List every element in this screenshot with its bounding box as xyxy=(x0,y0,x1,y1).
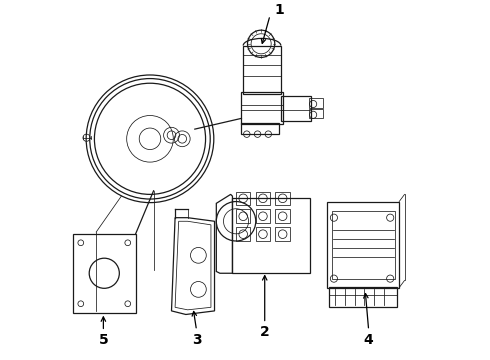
Bar xyxy=(236,228,250,241)
Bar xyxy=(236,192,250,205)
Bar xyxy=(309,109,323,118)
Bar xyxy=(275,228,290,241)
Bar xyxy=(281,96,311,121)
Bar xyxy=(332,211,395,279)
Bar xyxy=(232,198,310,273)
Bar xyxy=(242,123,279,134)
Text: 3: 3 xyxy=(192,333,201,347)
Text: 4: 4 xyxy=(364,333,373,347)
Bar xyxy=(256,192,270,205)
Text: 1: 1 xyxy=(274,3,284,17)
Bar xyxy=(275,210,290,223)
Bar xyxy=(256,228,270,241)
Text: 5: 5 xyxy=(98,333,108,347)
Bar xyxy=(256,210,270,223)
Bar xyxy=(236,210,250,223)
Bar xyxy=(309,98,323,108)
Bar xyxy=(243,46,281,94)
Bar xyxy=(275,192,290,205)
Bar xyxy=(73,234,136,313)
Bar xyxy=(327,202,399,288)
Bar xyxy=(329,287,397,307)
Text: 2: 2 xyxy=(260,325,270,339)
Bar xyxy=(242,92,283,125)
